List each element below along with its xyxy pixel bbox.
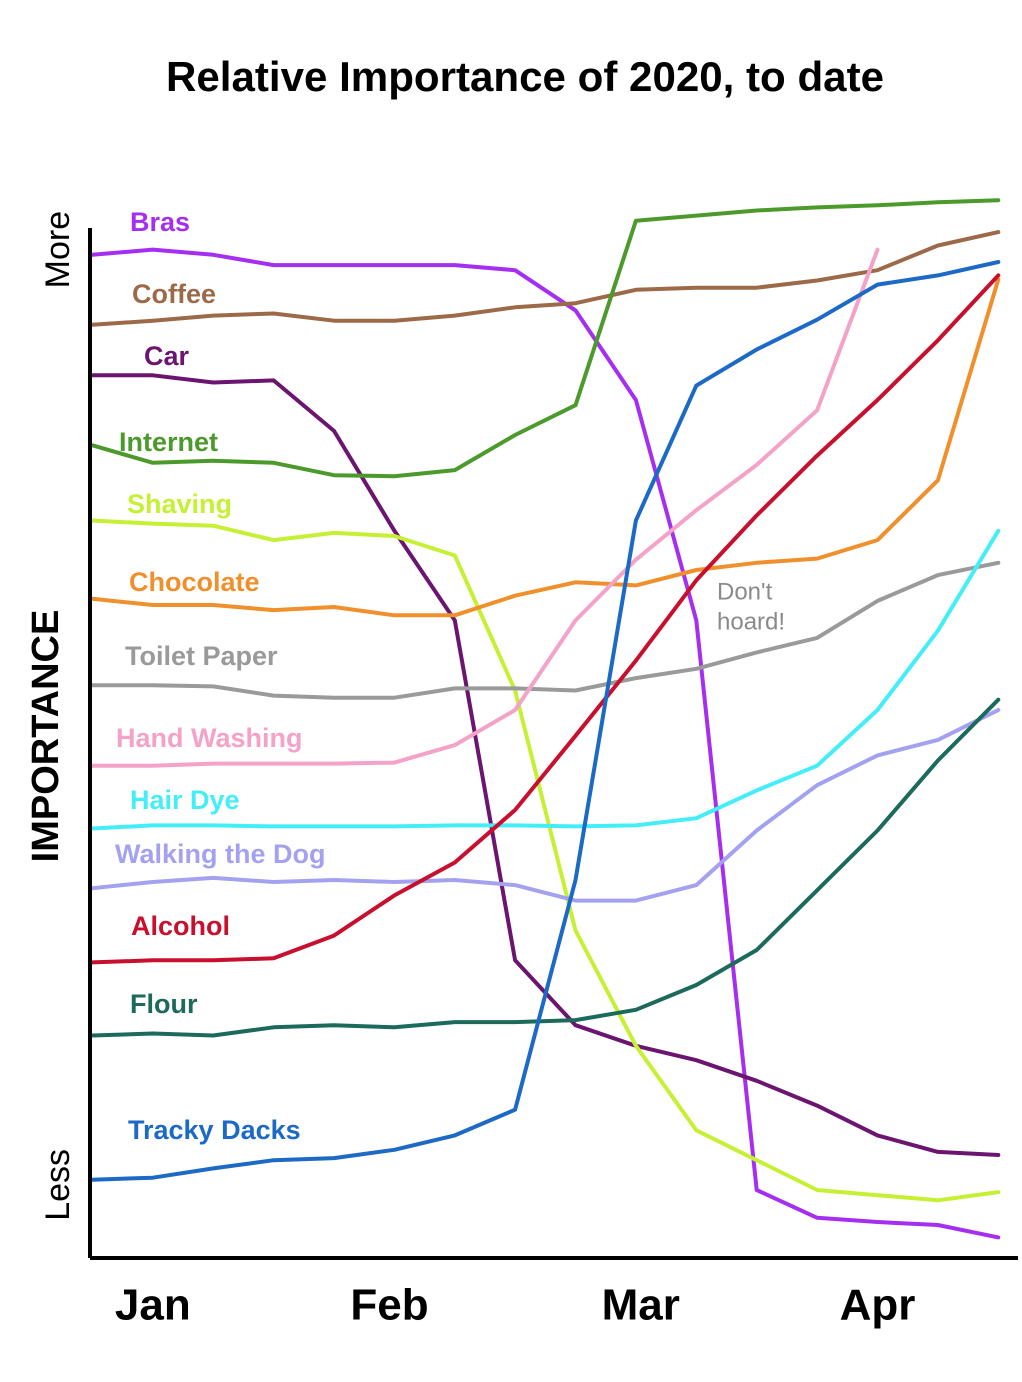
x-tick-label: Apr [840,1281,916,1330]
x-tick-label: Mar [602,1281,680,1330]
series-label: Shaving [127,489,232,519]
series-line [90,247,880,768]
series-label: Flour [130,989,198,1019]
series-label: Tracky Dacks [128,1115,301,1145]
series-line [90,230,1001,327]
series-label: Toilet Paper [125,641,278,671]
x-tick-label: Jan [115,1281,191,1330]
annotation: hoard! [717,608,785,635]
series-line [90,273,1001,965]
series-line [90,560,1001,700]
series-label: Chocolate [129,567,260,597]
series-label: Walking the Dog [115,839,326,869]
y-tick-label: More [39,211,77,288]
series-line [90,260,1001,1182]
series-label: Car [144,341,190,371]
series-label: Hair Dye [130,785,240,815]
lines [90,198,1001,1240]
series-label: Bras [130,207,190,237]
series-label: Internet [119,427,218,457]
series-line [90,708,1001,903]
chart-title: Relative Importance of 2020, to date [166,53,884,100]
series-line [90,528,1001,831]
series-label: Coffee [132,279,216,309]
series-line [90,277,1001,618]
x-tick-label: Feb [350,1281,428,1330]
y-axis-label: IMPORTANCE [25,610,67,863]
series-line [90,247,1001,1240]
y-tick-label: Less [39,1149,77,1221]
series-label: Alcohol [131,911,230,941]
series-label: Hand Washing [116,723,303,753]
series-line [90,518,1001,1203]
annotation: Don't [717,578,773,605]
series-line [90,697,1001,1038]
series-line [90,198,1001,479]
labels: Bras Coffee Car Internet Shaving Chocolate Toi… [115,207,326,1145]
